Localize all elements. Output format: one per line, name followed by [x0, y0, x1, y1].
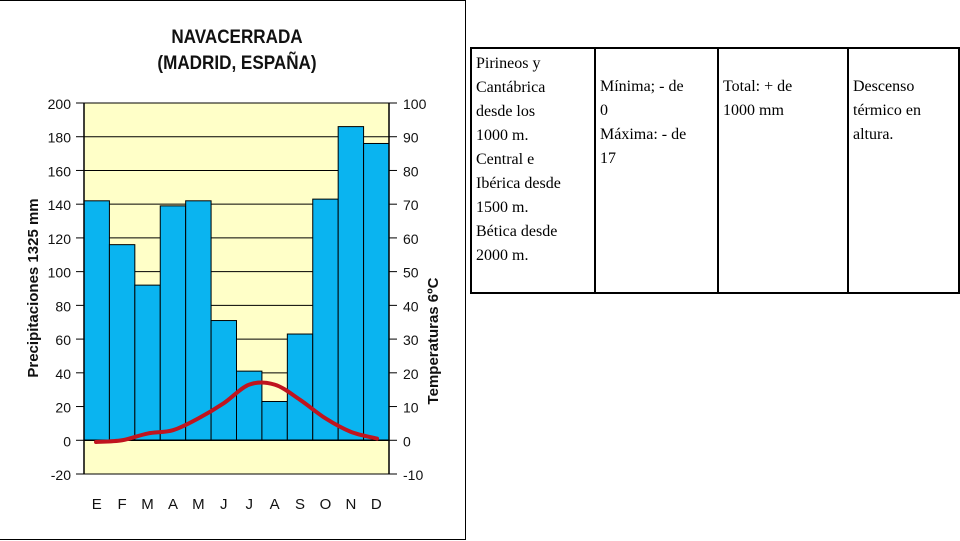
month-label: J: [245, 496, 253, 513]
precipitation-bar: [160, 206, 185, 440]
month-label: M: [141, 496, 154, 513]
tick-label-right: 20: [403, 366, 419, 382]
month-label: D: [371, 496, 382, 513]
precipitation-bar: [84, 201, 109, 440]
tick-label-left: 20: [55, 400, 71, 416]
climograph: NAVACERRADA (MADRID, ESPAÑA) Precipitaci…: [0, 1, 466, 541]
month-label: F: [118, 496, 127, 513]
tick-label-left: 200: [48, 96, 72, 112]
tick-label-right: 50: [403, 265, 419, 281]
climate-chart-panel: NAVACERRADA (MADRID, ESPAÑA) Precipitaci…: [0, 0, 466, 540]
tick-label-right: 70: [403, 197, 419, 213]
table-cell-precipitation: Total: + de 1000 mm: [718, 48, 848, 293]
table-row: Pirineos y Cantábrica desde los 1000 m. …: [471, 48, 959, 293]
tick-label-left: 120: [48, 231, 72, 247]
tick-label-left: 80: [55, 298, 71, 314]
tick-label-left: 40: [55, 366, 71, 382]
tick-label-left: -20: [51, 467, 71, 483]
table-cell-thermal-descent: Descenso térmico en altura.: [848, 48, 959, 293]
precipitation-bar: [313, 199, 338, 440]
chart-subtitle: (MADRID, ESPAÑA): [157, 51, 316, 73]
precipitation-bar: [262, 401, 287, 440]
precipitation-bar: [211, 321, 236, 441]
tick-label-right: -10: [403, 467, 423, 483]
table-cell-temperature: Mínima; - de 0 Máxima: - de 17: [595, 48, 718, 293]
precipitation-bar: [364, 143, 389, 440]
tick-label-left: 60: [55, 332, 71, 348]
tick-label-right: 0: [403, 433, 411, 449]
tick-label-left: 0: [63, 433, 71, 449]
tick-label-right: 40: [403, 298, 419, 314]
month-label: J: [220, 496, 228, 513]
month-label: A: [168, 496, 178, 513]
tick-label-left: 100: [48, 265, 72, 281]
table-cell-altitude: Pirineos y Cantábrica desde los 1000 m. …: [471, 48, 595, 293]
precipitation-bar: [135, 285, 160, 440]
precipitation-bar: [109, 245, 134, 441]
climate-info-table: Pirineos y Cantábrica desde los 1000 m. …: [470, 47, 960, 294]
chart-title: NAVACERRADA: [171, 26, 302, 47]
month-label: S: [295, 496, 305, 513]
precipitation-bar: [186, 201, 211, 440]
tick-label-right: 30: [403, 332, 419, 348]
tick-label-right: 90: [403, 130, 419, 146]
tick-label-left: 160: [48, 163, 72, 179]
tick-label-right: 60: [403, 231, 419, 247]
month-label: A: [270, 496, 280, 513]
precipitation-bar: [287, 334, 312, 440]
tick-label-left: 140: [48, 197, 72, 213]
y-axis-left-label: Precipitaciones 1325 mm: [25, 198, 42, 377]
tick-label-right: 100: [403, 96, 427, 112]
tick-label-right: 10: [403, 400, 419, 416]
month-label: M: [192, 496, 205, 513]
month-label: O: [320, 496, 332, 513]
tick-label-right: 80: [403, 163, 419, 179]
month-label: E: [92, 496, 102, 513]
tick-label-left: 180: [48, 130, 72, 146]
precipitation-bar: [338, 127, 363, 441]
y-axis-right-label: Temperaturas 6ºC: [425, 277, 442, 404]
month-label: N: [345, 496, 356, 513]
